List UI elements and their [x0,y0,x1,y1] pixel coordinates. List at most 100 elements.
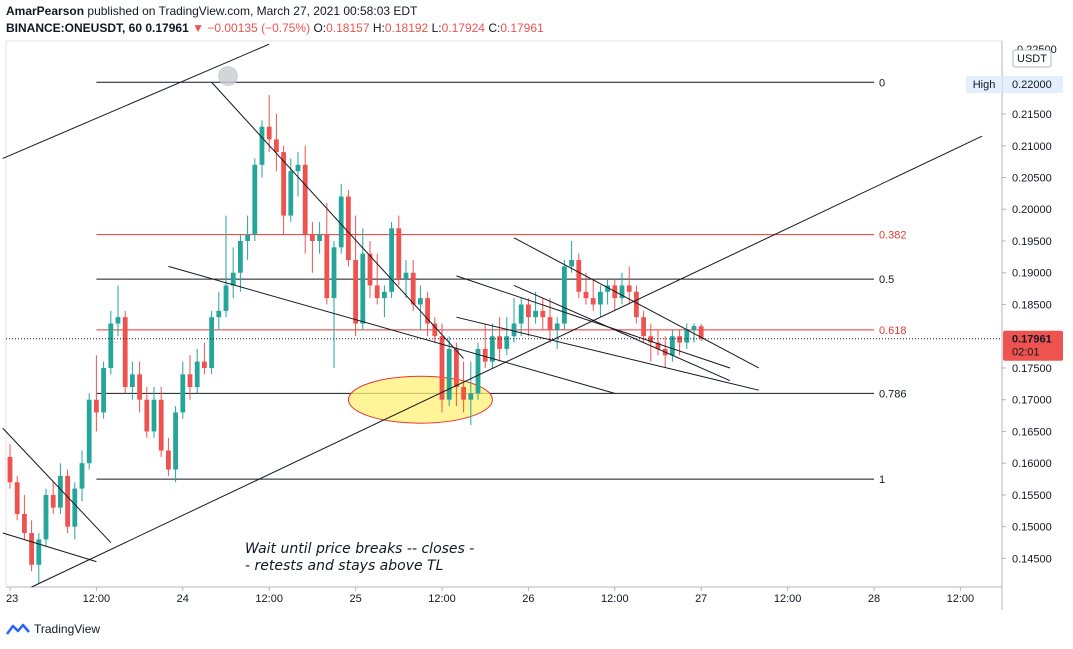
drawing-anchor-handle[interactable] [218,66,238,86]
candle-body [360,253,366,324]
bottom-left-short-line [2,532,97,563]
candle-body [209,317,214,368]
candle-body [446,348,452,400]
candle-body [655,342,661,349]
high-value-box [1003,76,1063,93]
candle-body [547,317,553,330]
price-axis[interactable]: 0.21500 0.21000 0.20500 0.20000 0.19500 0.190… [1002,109,1052,565]
candle-body [324,234,330,299]
last-price-value: 0.17961 [145,21,189,35]
time-tick-label: 12:00 [947,593,975,605]
candle-body [670,336,675,356]
candle-body [619,285,625,299]
price-tick-label: 0.19500 [1012,236,1052,248]
time-axis[interactable]: 23 12:00 24 12:00 25 12:00 26 12:00 27 12:00 28 12:… [6,587,974,605]
fib-level-label: 1 [879,474,885,486]
fib-level-label: 0.618 [879,325,907,337]
fib-level-label: 0.5 [879,274,894,286]
price-tick-label: 0.16000 [1012,458,1052,470]
price-tick-label: 0.21500 [1012,109,1052,121]
candle-body [540,310,546,318]
fib-level-label: 0 [879,77,885,89]
price-tick-label: 0.15500 [1012,490,1052,502]
candle-body [410,272,416,305]
brand-name: TradingView [34,622,101,636]
candle-body [158,399,164,451]
open-value: 0.18157 [326,21,370,35]
candle-body [497,336,502,349]
candle-body [144,399,150,432]
candle-body [58,475,63,508]
candle-body [569,260,574,267]
time-tick-label: 24 [177,593,189,605]
ohlc-legend: BINANCE:ONEUSDT, 60 0.17961 ▼ −0.00135 (… [6,21,544,35]
flag-lower-line [456,316,759,391]
lower-descending-line [168,265,615,394]
candle-body [691,326,697,330]
candle-body [288,171,294,216]
candle-body [252,164,258,235]
candle-body [475,348,481,394]
candle-body [418,298,423,305]
fib-retracement[interactable]: 0 0.382 0.5 0.618 0.786 1 [96,77,907,486]
candle-body [274,139,279,153]
candle-body [65,475,70,527]
candle-body [605,285,610,292]
candle-body [259,126,265,165]
candle-body [86,399,92,464]
candle-body [526,304,531,318]
candle-body [130,374,135,388]
candle-body [173,412,178,470]
publish-info: AmarPearson published on TradingView.com… [6,4,417,18]
annotation-note-line2[interactable]: - retests and stays above TL [245,558,443,574]
symbol-label[interactable]: BINANCE:ONEUSDT, 60 [6,21,143,35]
candle-body [461,387,466,400]
candle-body [482,348,488,362]
candle-body [245,234,250,241]
candle-body [72,488,78,527]
ascending-support-line [31,135,983,588]
price-tick-label: 0.21000 [1012,141,1052,153]
candle-body [511,323,517,337]
candle-body [166,450,171,470]
candle-body [576,260,582,292]
candle-body [108,323,114,368]
time-tick-label: 28 [868,593,880,605]
candle-body [101,367,106,413]
annotation-note-line1[interactable]: Wait until price breaks -- closes - [245,541,474,557]
candle-body [36,539,42,565]
published-text: published on TradingView.com, March 27, … [87,4,418,18]
candle-body [454,348,459,388]
candle-body [374,285,380,299]
candle-body [94,399,99,413]
price-tick-label: 0.20000 [1012,204,1052,216]
author-name: AmarPearson [6,4,85,18]
candle-body [396,228,402,280]
plot-frame [5,40,1003,588]
candle-body [583,291,589,299]
candle-body [331,247,337,299]
price-tick-label: 0.18500 [1012,299,1052,311]
candle-body [562,266,567,324]
candle-body [310,234,315,241]
time-tick-label: 27 [695,593,707,605]
wedge-lower-line [513,284,731,382]
trendlines[interactable] [2,43,983,588]
price-tick-label: 0.20500 [1012,173,1052,185]
candle-body [504,336,510,349]
candle-body [50,494,56,508]
bar-countdown: 02:01 [1012,347,1040,359]
low-label: L: [431,21,442,35]
high-label: H: [372,21,385,35]
fib-level-label: 0.786 [879,388,907,400]
candle-body [432,323,438,337]
candle-body [468,393,474,400]
candle-body [317,234,322,241]
change-value: −0.00135 (−0.75%) [207,21,311,35]
price-tick-label: 0.19000 [1012,268,1052,280]
tradingview-logo[interactable]: TradingView [6,622,100,636]
candle-body [216,310,222,318]
currency-box[interactable] [1012,49,1052,68]
high-tag-label: High [973,79,996,91]
